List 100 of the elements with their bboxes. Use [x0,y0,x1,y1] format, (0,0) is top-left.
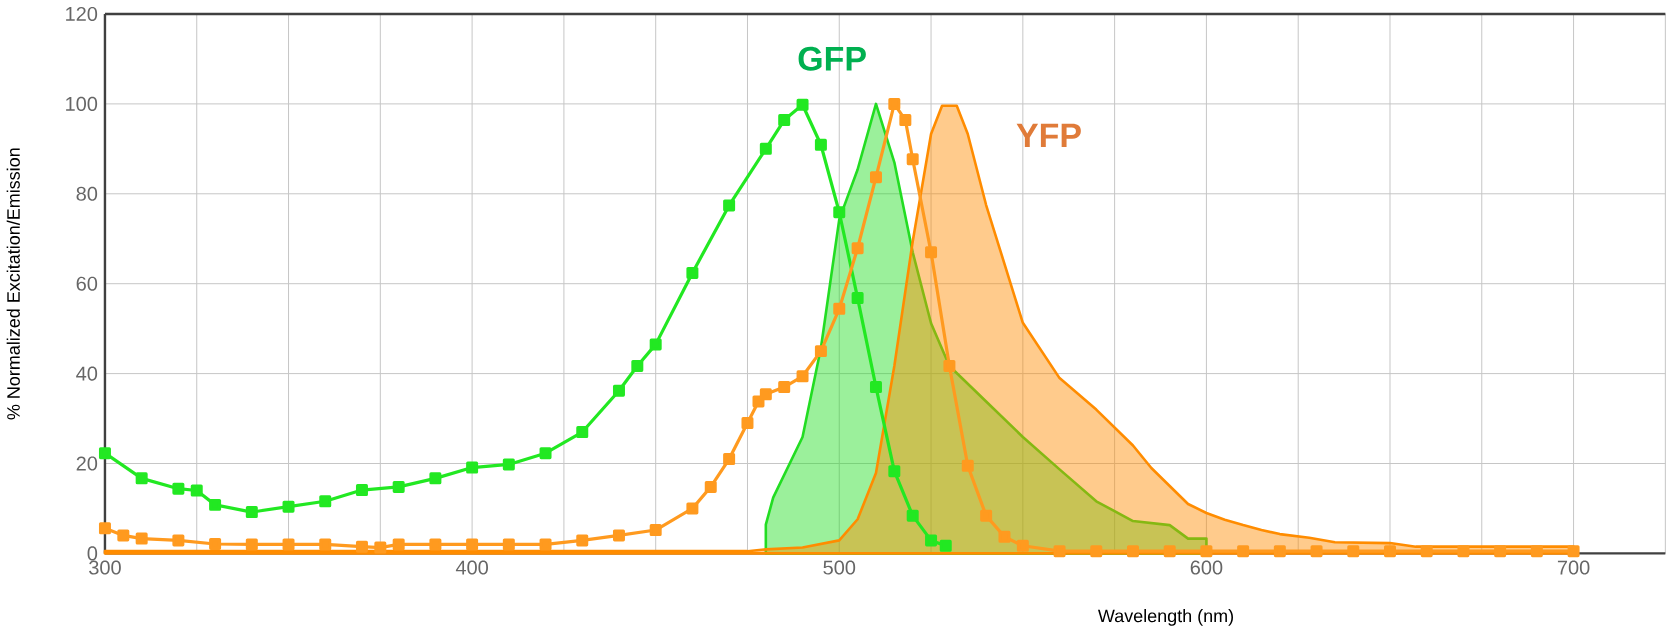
point [899,113,912,126]
point [1126,545,1139,558]
point [282,500,295,513]
point [723,452,736,465]
point [576,425,589,438]
point [759,142,772,155]
annotation: GFP [798,46,866,71]
point [209,498,222,511]
point [576,534,589,547]
point [939,539,952,552]
point [741,416,754,429]
point [796,370,809,383]
annotation: YFP [1016,123,1081,147]
point [612,529,625,542]
point [466,538,479,551]
point [539,447,552,460]
x-tick-label: 700 [1557,560,1590,575]
point [172,482,185,495]
point [355,540,368,553]
point [631,359,644,372]
point [502,538,515,551]
x-tick-label: 500 [823,560,856,575]
point [209,537,222,550]
point [925,534,938,547]
point [1530,545,1543,558]
point [833,302,846,315]
point [245,538,258,551]
point [686,502,699,515]
point [851,291,864,304]
point [502,458,515,471]
point [282,538,295,551]
point [961,459,974,472]
point [723,199,736,212]
point [851,242,864,255]
point [814,344,827,357]
point [374,541,387,554]
point [392,480,405,493]
point [355,483,368,496]
y-tick-label: 120 [66,6,98,21]
point [778,380,791,393]
point [796,98,809,111]
point [759,388,772,401]
point [319,538,332,551]
point [649,338,662,351]
y-tick-label: 20 [76,456,98,471]
point [1457,545,1470,558]
point [998,530,1011,543]
point [925,246,938,259]
point [172,534,185,547]
y-tick-label: 0 [87,546,98,561]
point [906,153,919,166]
point [135,472,148,485]
point [98,447,111,460]
point [814,138,827,151]
point [649,523,662,536]
y-axis-title: % Normalized Excitation/Emission [6,148,20,420]
point [686,266,699,279]
point [1016,539,1029,552]
point [539,538,552,551]
x-tick-label: 600 [1190,560,1223,575]
point [1273,545,1286,558]
point [869,380,882,393]
point [1310,545,1323,558]
point [888,465,901,477]
point [245,505,258,518]
point [1090,545,1103,558]
point [778,113,791,126]
point [1384,545,1396,558]
point [1163,545,1176,558]
point [1347,545,1360,558]
point [1567,545,1580,558]
point [319,495,332,508]
point [135,532,148,545]
point [833,206,846,219]
y-tick-label: 40 [76,366,98,381]
point [117,529,130,542]
x-tick-label: 300 [89,560,121,575]
point [429,472,442,485]
y-tick-label: 100 [66,96,98,111]
point [1053,545,1066,558]
x-tick-label: 400 [455,560,488,575]
point [943,359,956,372]
point [1420,545,1433,558]
point [1200,545,1213,558]
point [1494,545,1507,558]
point [1237,545,1250,558]
point [869,171,882,183]
point [98,522,111,535]
y-tick-label: 60 [76,276,98,291]
y-tick-label: 80 [76,186,98,201]
point [612,384,625,397]
point [980,509,993,522]
point [190,484,203,497]
point [906,509,919,522]
point [888,97,901,110]
point [704,480,717,493]
point [466,461,479,474]
point [429,538,442,551]
point [392,538,405,551]
x-axis-title: Wavelength (nm) [1097,608,1234,626]
